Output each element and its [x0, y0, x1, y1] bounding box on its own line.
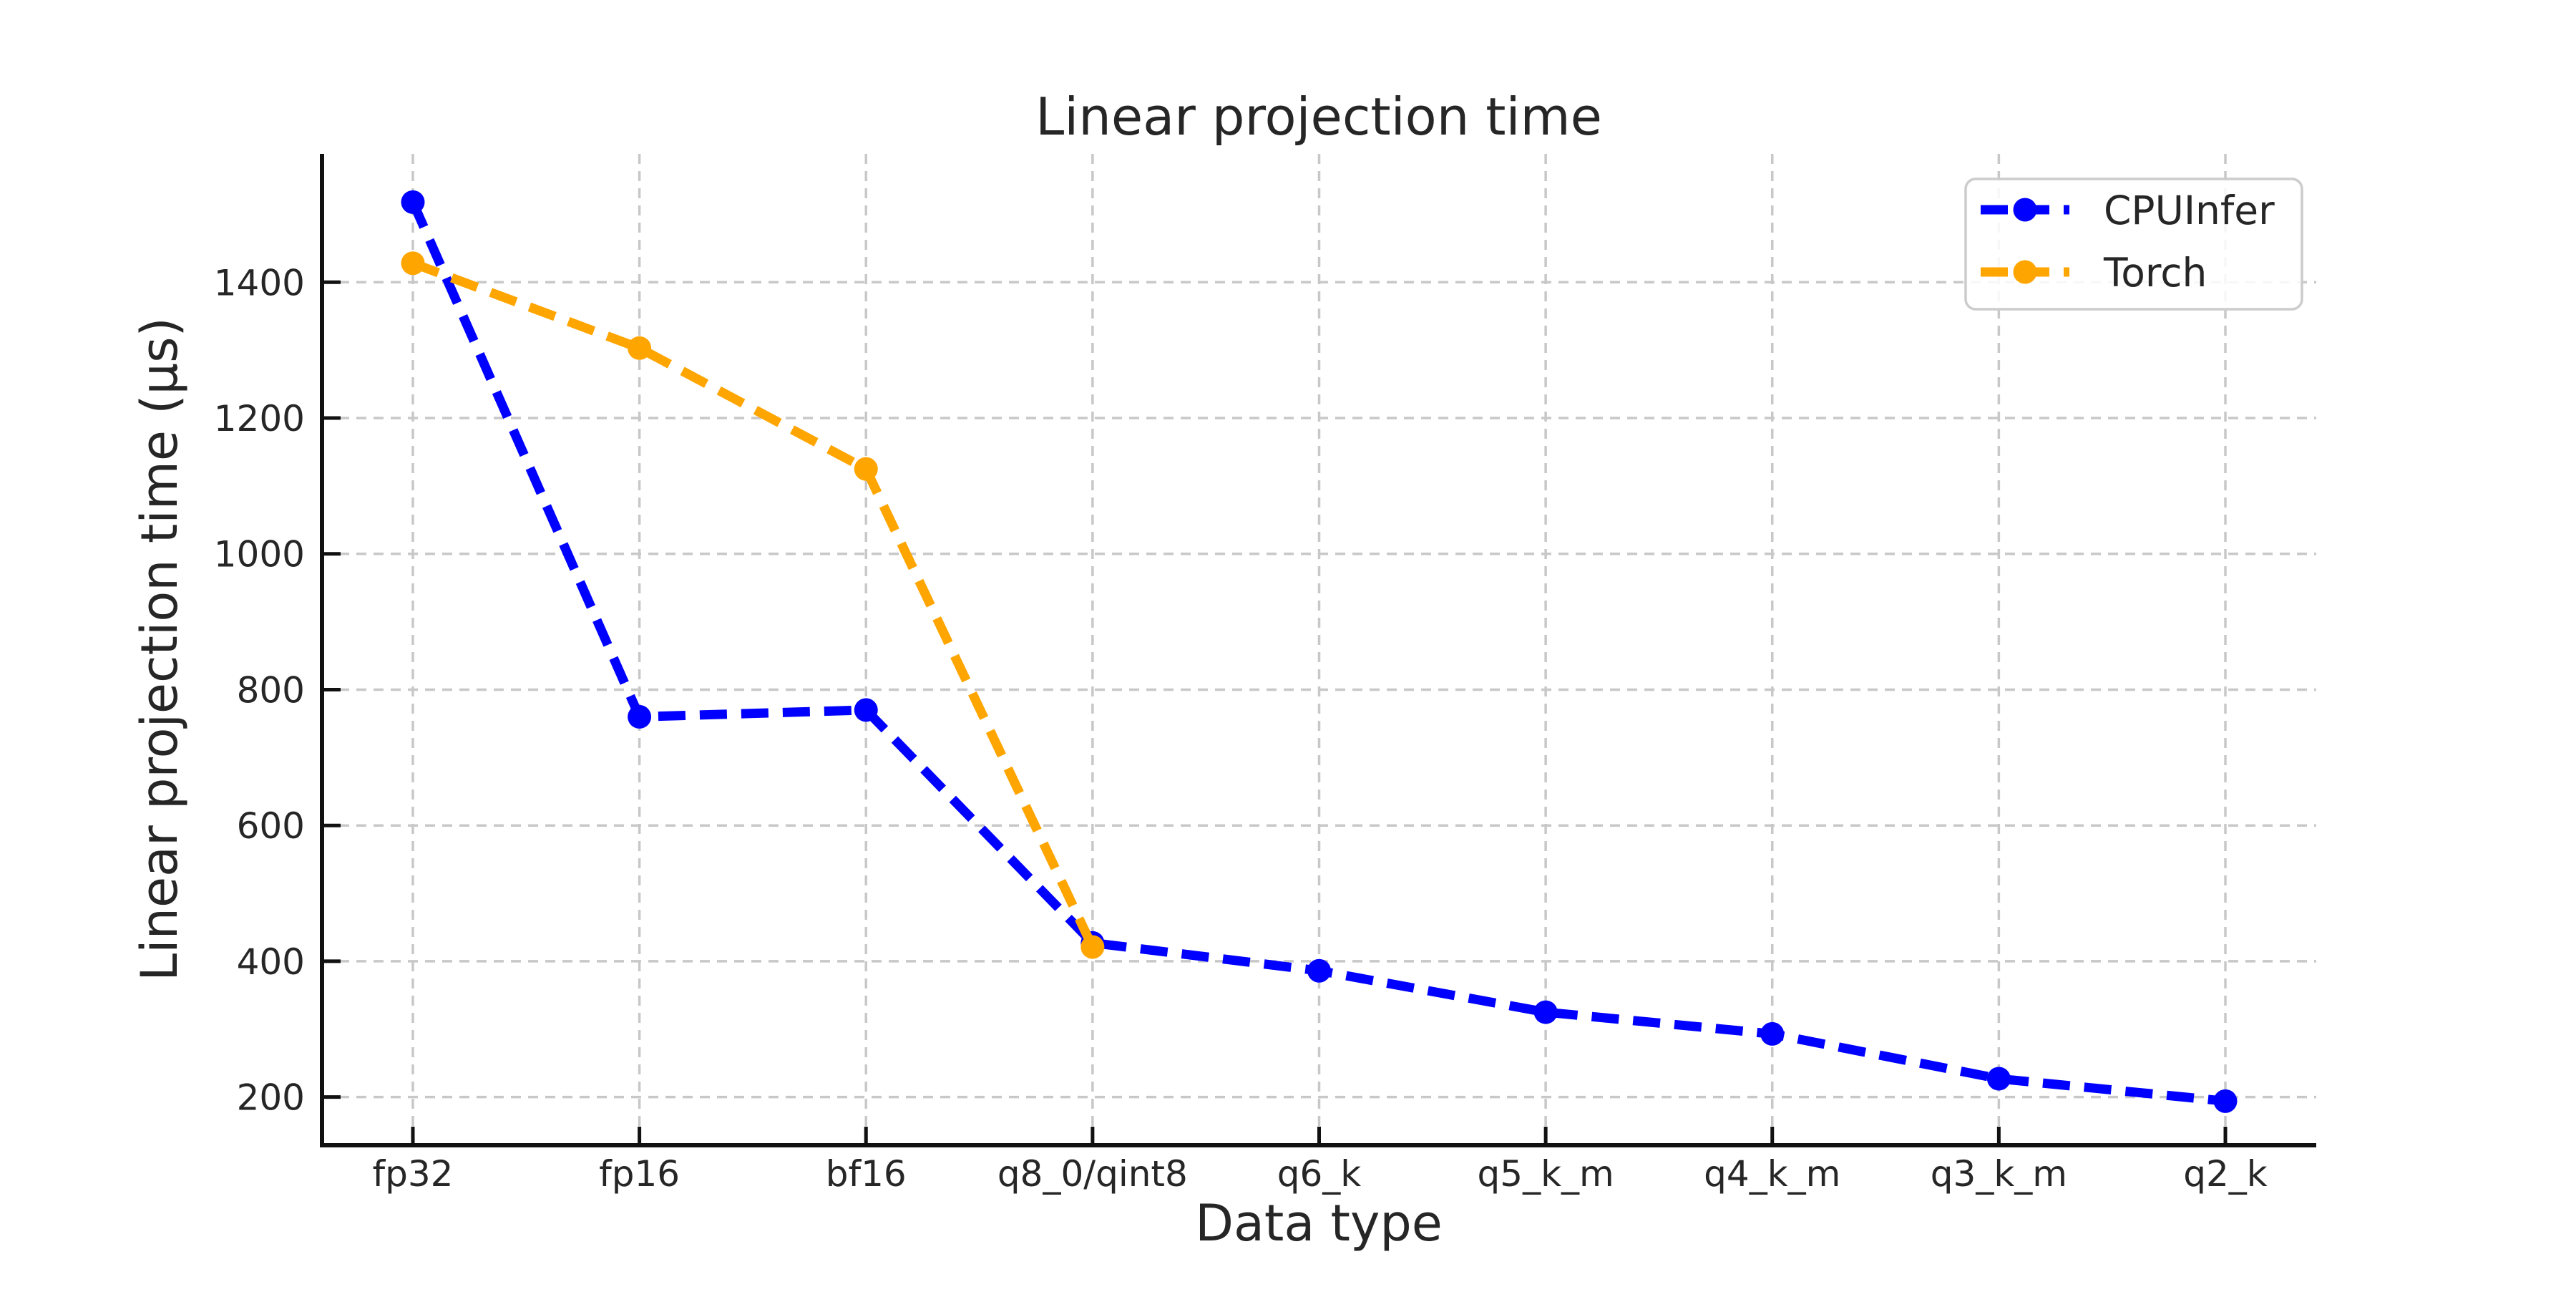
data-point-CPUInfer: [1533, 1000, 1558, 1024]
data-point-Torch: [854, 457, 878, 481]
x-tick-label: fp16: [599, 1153, 680, 1195]
series-layer: [401, 190, 2238, 1113]
data-point-Torch: [628, 336, 652, 360]
chart-title: Linear projection time: [1035, 87, 1602, 147]
data-point-CPUInfer: [1307, 958, 1331, 983]
x-tick-label: q5_k_m: [1478, 1153, 1614, 1195]
data-point-CPUInfer: [2213, 1089, 2238, 1113]
legend-entry-label: CPUInfer: [2104, 188, 2275, 233]
data-point-Torch: [1080, 935, 1105, 959]
y-tick-label: 1000: [214, 534, 305, 575]
x-tick-label: bf16: [826, 1153, 907, 1195]
y-tick-label: 1400: [214, 262, 305, 303]
tick-labels: 200 400 600 800 1000 1200 1400 fp32 fp16 bf16 q8_0…: [214, 262, 2268, 1195]
x-tick-label: fp32: [373, 1153, 454, 1195]
x-axis-label: Data type: [1195, 1194, 1443, 1253]
x-tick-label: q3_k_m: [1931, 1153, 2067, 1195]
legend-marker: [2013, 260, 2037, 284]
x-tick-label: q6_k: [1277, 1153, 1362, 1195]
data-point-CPUInfer: [854, 698, 878, 722]
series-line-Torch: [411, 258, 1097, 949]
data-point-CPUInfer: [1986, 1067, 2011, 1091]
data-point-Torch: [401, 251, 425, 276]
data-point-CPUInfer: [1760, 1021, 1785, 1046]
y-tick-label: 800: [237, 669, 305, 711]
data-point-CPUInfer: [401, 190, 425, 214]
legend: CPUInfer Torch: [1964, 178, 2303, 311]
y-tick-label: 1200: [214, 398, 305, 439]
legend-marker: [2013, 198, 2037, 222]
y-axis-label: Linear projection time (µs): [130, 317, 189, 981]
y-tick-label: 600: [237, 805, 305, 847]
legend-box: [1964, 178, 2303, 311]
y-tick-label: 400: [237, 941, 305, 983]
x-tick-label: q2_k: [2183, 1153, 2268, 1195]
data-point-CPUInfer: [628, 704, 652, 729]
x-tick-label: q8_0/qint8: [997, 1153, 1188, 1195]
y-tick-label: 200: [237, 1077, 305, 1119]
x-tick-label: q4_k_m: [1704, 1153, 1840, 1195]
tick-marks: [322, 280, 2228, 1145]
legend-entry-label: Torch: [2103, 250, 2207, 296]
